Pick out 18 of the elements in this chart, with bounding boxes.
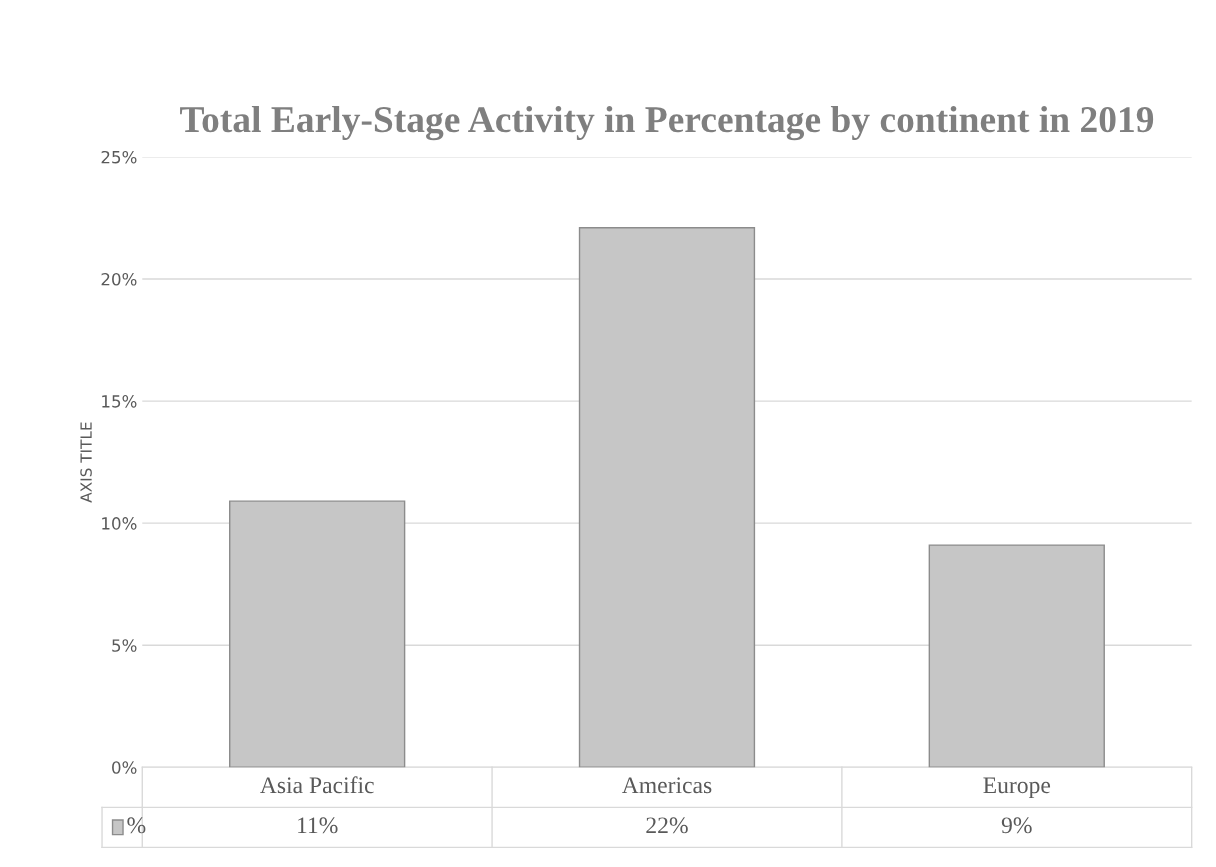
y-tick-label: 5% (112, 639, 137, 652)
bar (928, 544, 1105, 768)
data-label: 22% (646, 817, 688, 834)
y-tick-label: 0% (112, 761, 137, 774)
legend-label: % (127, 817, 146, 834)
x-tick-label: Americas (621, 777, 712, 794)
y-tick-label: 20% (101, 272, 137, 286)
bar (578, 227, 756, 768)
chart-title: Total Early-Stage Activity in Percentage by continent in 2019 (180, 105, 1154, 141)
y-tick-label: 15% (102, 395, 137, 408)
data-label: 9% (1001, 817, 1032, 834)
y-tick-label: 25% (101, 150, 137, 164)
data-label: 11% (298, 817, 338, 834)
x-tick-label: Europe (983, 777, 1051, 799)
y-tick-label: 10% (102, 517, 137, 530)
x-tick-label: Asia Pacific (260, 776, 374, 794)
bar (229, 500, 406, 768)
y-axis-title: AXIS TITLE (80, 422, 92, 503)
